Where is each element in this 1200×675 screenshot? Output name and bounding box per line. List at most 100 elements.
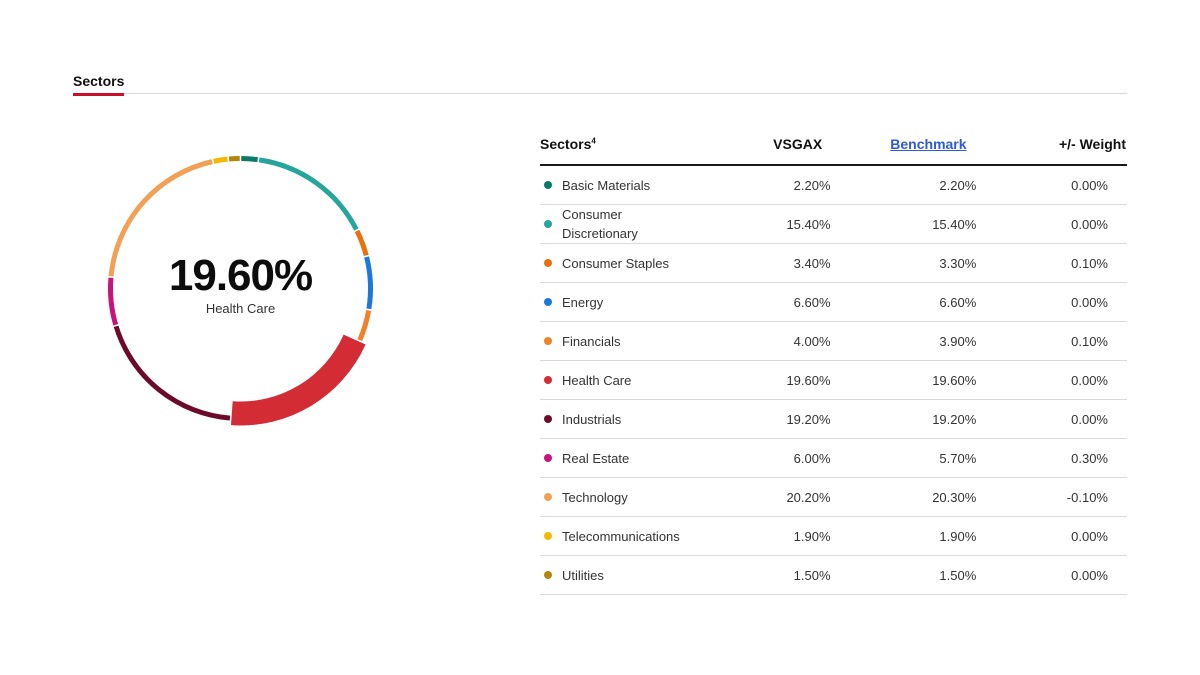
- table-row: Industrials 19.20% 19.20% 0.00%: [540, 399, 1127, 439]
- donut-segment-utilities[interactable]: [228, 156, 240, 162]
- sector-name-cell: Technology: [540, 477, 735, 517]
- table-row: Utilities 1.50% 1.50% 0.00%: [540, 555, 1127, 595]
- legend-dot-icon: [544, 181, 552, 189]
- benchmark-link[interactable]: Benchmark: [890, 136, 967, 152]
- table-row: Financials 4.00% 3.90% 0.10%: [540, 321, 1127, 361]
- table-row: Technology 20.20% 20.30% -0.10%: [540, 477, 1127, 517]
- table-row: Consumer Staples 3.40% 3.30% 0.10%: [540, 243, 1127, 283]
- benchmark-value: 19.60%: [860, 360, 997, 400]
- legend-dot-icon: [544, 376, 552, 384]
- sector-name-cell: Utilities: [540, 555, 735, 595]
- sector-name: Technology: [562, 489, 628, 505]
- fund-value: 20.20%: [734, 477, 861, 517]
- weight-diff-value: 0.00%: [996, 204, 1127, 244]
- weight-diff-value: 0.10%: [996, 321, 1127, 361]
- weight-diff-value: 0.00%: [996, 516, 1127, 556]
- fund-value: 15.40%: [734, 204, 861, 244]
- fund-value: 19.60%: [734, 360, 861, 400]
- fund-value: 2.20%: [734, 165, 861, 205]
- fund-value: 3.40%: [734, 243, 861, 283]
- sector-name: Utilities: [562, 567, 604, 583]
- table-row: Consumer Discretionary 15.40% 15.40% 0.00%: [540, 204, 1127, 244]
- tab-sectors[interactable]: Sectors: [73, 73, 125, 96]
- legend-dot-icon: [544, 220, 552, 228]
- header-weight: +/- Weight: [996, 124, 1127, 166]
- donut-segment-health-care[interactable]: [231, 334, 366, 426]
- table-header-row: Sectors4 VSGAX Benchmark +/- Weight: [540, 124, 1127, 166]
- donut-segment-telecommunications[interactable]: [213, 156, 228, 164]
- legend-dot-icon: [544, 337, 552, 345]
- table-row: Basic Materials 2.20% 2.20% 0.00%: [540, 165, 1127, 205]
- weight-diff-value: 0.00%: [996, 399, 1127, 439]
- benchmark-value: 3.90%: [860, 321, 997, 361]
- footnote-marker[interactable]: 4: [591, 136, 596, 146]
- weight-diff-value: 0.10%: [996, 243, 1127, 283]
- legend-dot-icon: [544, 454, 552, 462]
- benchmark-value: 1.90%: [860, 516, 997, 556]
- donut-segment-energy[interactable]: [364, 256, 373, 310]
- sector-name-cell: Energy: [540, 282, 735, 322]
- donut-segment-technology[interactable]: [108, 159, 213, 277]
- donut-segment-industrials[interactable]: [113, 325, 231, 421]
- benchmark-value: 1.50%: [860, 555, 997, 595]
- legend-dot-icon: [544, 415, 552, 423]
- table-row: Energy 6.60% 6.60% 0.00%: [540, 282, 1127, 322]
- sector-name: Financials: [562, 333, 621, 349]
- sector-name-cell: Health Care: [540, 360, 735, 400]
- tab-bar: Sectors: [73, 70, 1127, 96]
- benchmark-value: 20.30%: [860, 477, 997, 517]
- sector-name-cell: Real Estate: [540, 438, 735, 478]
- header-fund: VSGAX: [734, 124, 861, 166]
- donut-center-label: Health Care: [205, 301, 276, 316]
- weight-diff-value: 0.00%: [996, 165, 1127, 205]
- weight-diff-value: 0.00%: [996, 360, 1127, 400]
- legend-dot-icon: [544, 571, 552, 579]
- table-row: Telecommunications 1.90% 1.90% 0.00%: [540, 516, 1127, 556]
- header-benchmark: Benchmark: [860, 124, 997, 166]
- sector-name-cell: Basic Materials: [540, 165, 735, 205]
- benchmark-value: 6.60%: [860, 282, 997, 322]
- donut-svg: [108, 156, 373, 426]
- benchmark-value: 19.20%: [860, 399, 997, 439]
- sector-name: Telecommunications: [562, 528, 680, 544]
- weight-diff-value: 0.30%: [996, 438, 1127, 478]
- legend-dot-icon: [544, 298, 552, 306]
- sector-name-cell: Consumer Staples: [540, 243, 735, 283]
- table-row: Health Care 19.60% 19.60% 0.00%: [540, 360, 1127, 400]
- sector-name: Consumer Staples: [562, 255, 669, 271]
- table-row: Real Estate 6.00% 5.70% 0.30%: [540, 438, 1127, 478]
- sectors-table: Sectors4 VSGAX Benchmark +/- Weight Basi…: [540, 124, 1127, 595]
- fund-value: 1.50%: [734, 555, 861, 595]
- sector-name: Real Estate: [562, 450, 630, 466]
- donut-segment-consumer-staples[interactable]: [354, 229, 369, 257]
- sector-name: Consumer Discretionary: [562, 207, 638, 241]
- header-sectors-label: Sectors: [540, 136, 592, 152]
- fund-value: 19.20%: [734, 399, 861, 439]
- donut-segment-real-estate[interactable]: [108, 277, 119, 326]
- sector-name: Health Care: [562, 372, 632, 388]
- sector-name-cell: Telecommunications: [540, 516, 735, 556]
- sector-donut-chart: 19.60% Health Care: [100, 148, 380, 440]
- sector-name: Industrials: [562, 411, 622, 427]
- donut-segment-basic-materials[interactable]: [241, 156, 258, 163]
- sector-name-cell: Financials: [540, 321, 735, 361]
- benchmark-value: 2.20%: [860, 165, 997, 205]
- donut-center-value: 19.60%: [168, 251, 313, 300]
- fund-value: 4.00%: [734, 321, 861, 361]
- fund-value: 6.00%: [734, 438, 861, 478]
- donut-segment-consumer-discretionary[interactable]: [258, 157, 359, 231]
- fund-value: 1.90%: [734, 516, 861, 556]
- legend-dot-icon: [544, 532, 552, 540]
- sector-name: Energy: [562, 294, 604, 310]
- donut-segment-financials[interactable]: [357, 309, 372, 342]
- fund-value: 6.60%: [734, 282, 861, 322]
- sector-name: Basic Materials: [562, 177, 651, 193]
- legend-dot-icon: [544, 493, 552, 501]
- header-sectors: Sectors4: [540, 124, 735, 166]
- benchmark-value: 5.70%: [860, 438, 997, 478]
- sector-name-cell: Consumer Discretionary: [540, 204, 735, 244]
- legend-dot-icon: [544, 259, 552, 267]
- weight-diff-value: 0.00%: [996, 555, 1127, 595]
- benchmark-value: 3.30%: [860, 243, 997, 283]
- benchmark-value: 15.40%: [860, 204, 997, 244]
